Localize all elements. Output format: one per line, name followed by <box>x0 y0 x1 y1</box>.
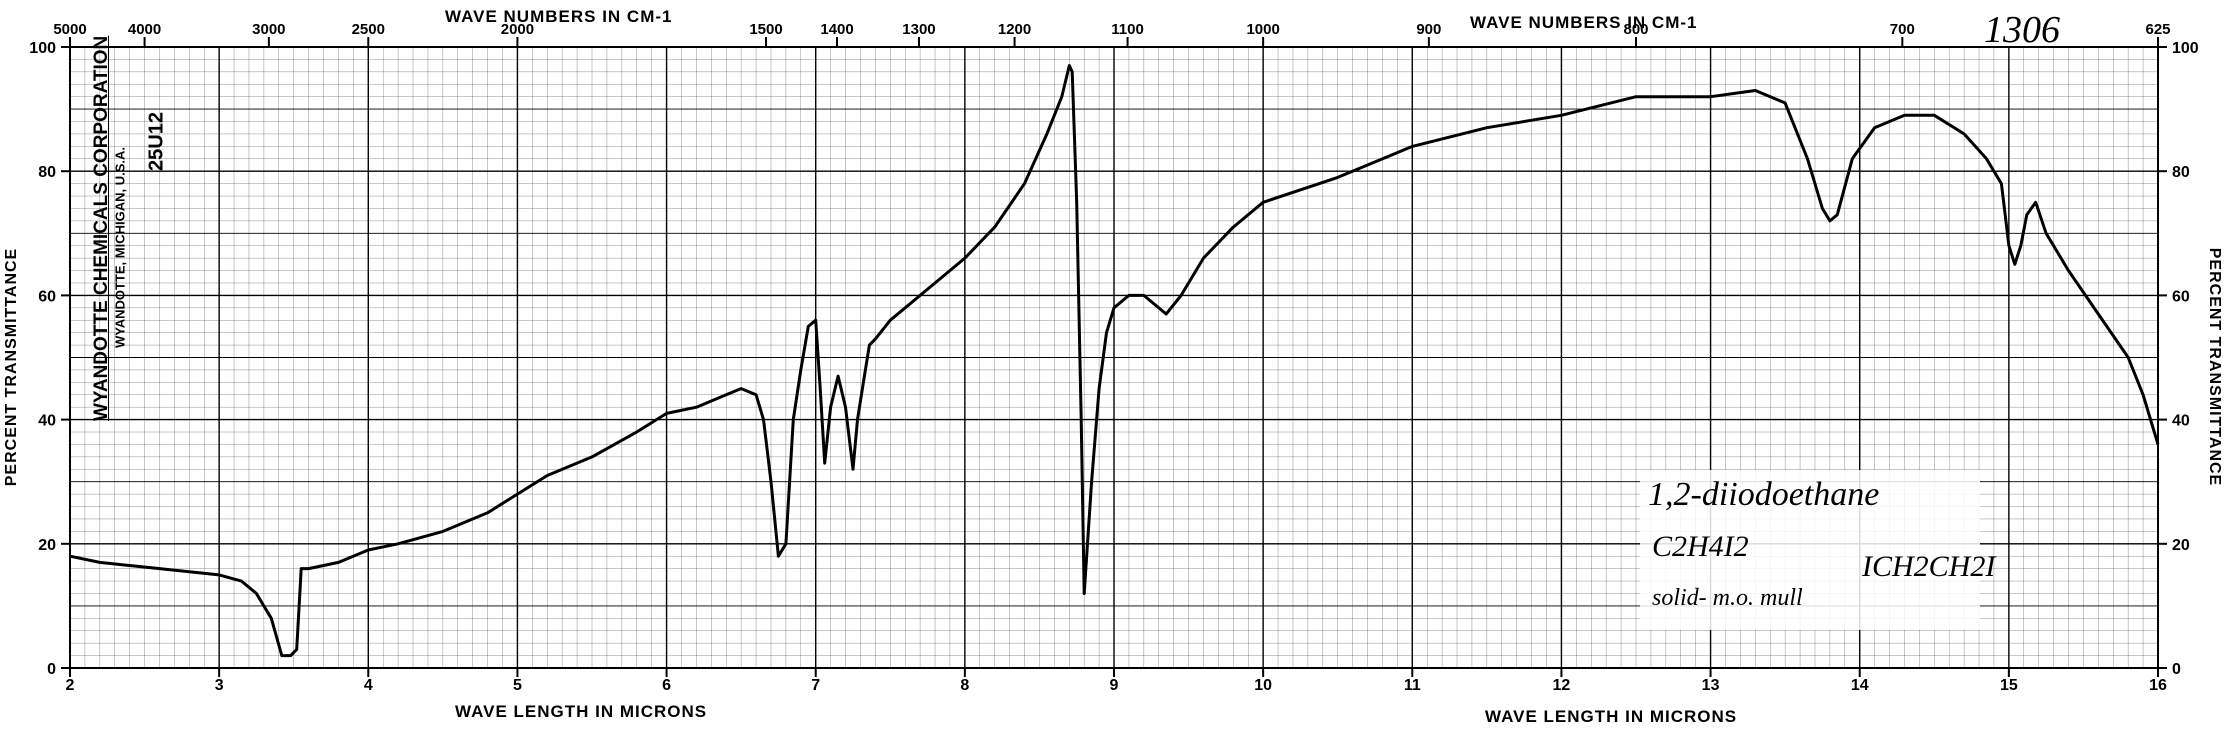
top-tick-label: 625 <box>2145 21 2170 38</box>
x-tick-label: 15 <box>2000 677 2018 694</box>
tick-labels: 2 3 4 5 6 7 8 9 10 11 12 13 14 15 16 0 0 20 20 40 40 60 60 80 80… <box>29 21 2199 694</box>
x-tick-label: 8 <box>960 677 969 694</box>
y-tick-label-right: 20 <box>2172 537 2190 554</box>
y-tick-label-left: 40 <box>38 413 56 430</box>
structural-formula: ICH2CH2I <box>1861 550 1997 583</box>
sample-number: 1306 <box>1984 9 2060 51</box>
left-axis-title: PERCENT TRANSMITTANCE <box>3 247 20 487</box>
top-tick-label: 700 <box>1890 21 1915 38</box>
molecular-formula: C2H4I2 <box>1652 530 1749 563</box>
top-tick-label: 900 <box>1416 21 1441 38</box>
sample-state: solid- m.o. mull <box>1652 585 1803 611</box>
chart-code: 25U12 <box>145 112 168 171</box>
top-tick-label: 1300 <box>902 21 935 38</box>
y-tick-label-left: 60 <box>38 288 56 305</box>
x-tick-label: 9 <box>1110 677 1119 694</box>
y-tick-label-left: 80 <box>38 164 56 181</box>
y-tick-label-right: 60 <box>2172 288 2190 305</box>
x-tick-label: 12 <box>1553 677 1571 694</box>
x-tick-label: 6 <box>662 677 671 694</box>
top-tick-label: 1100 <box>1111 21 1144 38</box>
x-tick-label: 4 <box>364 677 373 694</box>
x-tick-label: 2 <box>66 677 75 694</box>
top-tick-label: 800 <box>1623 21 1648 38</box>
y-tick-label-right: 80 <box>2172 164 2190 181</box>
axis-ticks <box>61 37 2167 677</box>
top-tick-label: 4000 <box>128 21 161 38</box>
bottom-axis-title-right: WAVE LENGTH IN MICRONS <box>1485 707 1737 726</box>
x-tick-label: 5 <box>513 677 522 694</box>
top-axis-title-left: WAVE NUMBERS IN CM-1 <box>445 7 672 26</box>
y-tick-label-left: 0 <box>47 661 56 678</box>
compound-name: 1,2-diiodoethane <box>1648 476 1879 513</box>
x-tick-label: 16 <box>2149 677 2167 694</box>
y-tick-label-right: 100 <box>2172 40 2199 57</box>
right-axis-title: PERCENT TRANSMITTANCE <box>2206 247 2223 487</box>
manufacturer-stamp: WYANDOTTE CHEMICALS CORPORATION <box>91 35 112 421</box>
x-tick-label: 14 <box>1851 677 1869 694</box>
manufacturer-location: WYANDOTTE, MICHIGAN, U.S.A. <box>112 146 128 349</box>
top-tick-label: 1500 <box>749 21 782 38</box>
y-tick-label-right: 0 <box>2172 661 2181 678</box>
annotation-box-bg <box>1640 470 1980 630</box>
top-tick-label: 3000 <box>252 21 285 38</box>
x-tick-label: 3 <box>215 677 224 694</box>
x-tick-label: 7 <box>811 677 820 694</box>
top-tick-label: 2000 <box>501 21 534 38</box>
top-tick-label: 1200 <box>998 21 1031 38</box>
top-tick-label: 1000 <box>1246 21 1279 38</box>
top-axis-title-right: WAVE NUMBERS IN CM-1 <box>1470 13 1697 32</box>
top-tick-label: 5000 <box>53 21 86 38</box>
y-tick-label-left: 20 <box>38 537 56 554</box>
bottom-axis-title-left: WAVE LENGTH IN MICRONS <box>455 702 707 721</box>
top-tick-label: 1400 <box>820 21 853 38</box>
x-tick-label: 13 <box>1702 677 1720 694</box>
x-tick-label: 10 <box>1254 677 1272 694</box>
x-tick-label: 11 <box>1404 677 1421 694</box>
y-tick-label-left: 100 <box>29 40 56 57</box>
y-tick-label-right: 40 <box>2172 413 2190 430</box>
top-tick-label: 2500 <box>352 21 385 38</box>
transmittance-trace <box>69 64 2160 658</box>
